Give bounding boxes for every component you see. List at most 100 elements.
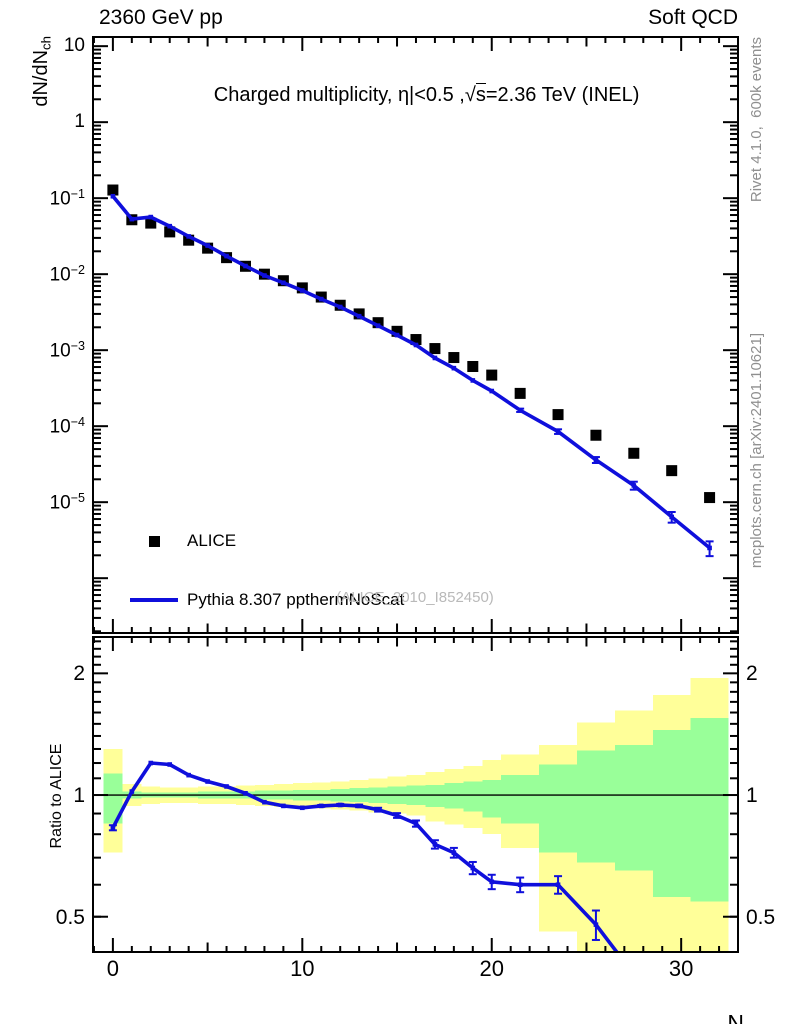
data-point-marker [145, 217, 157, 229]
data-point-marker [514, 387, 526, 399]
data-point-marker [628, 447, 640, 459]
ratio-y-tick-label-right: 1 [746, 784, 758, 808]
mc-point-marker [262, 799, 267, 805]
plot-title-post: =2.36 TeV (INEL) [485, 84, 640, 106]
band-stat-uncertainty [614, 744, 653, 871]
data-point-marker [666, 465, 678, 477]
mc-point-marker [167, 223, 173, 229]
mc-point-marker [224, 784, 229, 789]
mc-point-marker [394, 332, 400, 338]
rivet-version-note: Rivet 4.1.0, 600k events [748, 37, 765, 203]
data-point-marker [410, 334, 422, 346]
plot-title-pre: Charged multiplicity, η|<0.5 ,√ [213, 84, 476, 106]
mc-point-marker [318, 296, 324, 302]
legend: ALICE Pythia 8.307 ppthermNoScat [129, 495, 404, 647]
data-point-marker [391, 325, 403, 337]
mc-point-marker [632, 972, 637, 977]
band-stat-uncertainty [652, 729, 691, 897]
mc-point-marker [470, 865, 476, 871]
x-axis-label: Nch [690, 986, 760, 1024]
mc-point-marker [375, 323, 381, 328]
data-point-marker [552, 409, 564, 421]
x-axis-tick-label: 20 [479, 956, 504, 981]
mc-point-marker [281, 803, 286, 809]
mc-point-marker [148, 760, 154, 766]
mc-point-marker [224, 253, 229, 259]
series-line [108, 760, 637, 977]
mcplots-arxiv-note: mcplots.cern.ch [arXiv:2401.10621] [748, 333, 765, 569]
data-point-marker [164, 226, 176, 238]
ratio-y-tick-label-left: 0.5 [55, 905, 85, 929]
alice-square-marker-icon [129, 536, 179, 548]
y-axis-tick-label: 10−2 [49, 263, 85, 286]
mc-point-marker [243, 263, 248, 269]
band-stat-uncertainty [690, 718, 729, 902]
mc-point-marker [394, 813, 400, 818]
legend-entry-data: ALICE [129, 530, 404, 553]
mc-point-marker [375, 807, 381, 812]
mc-point-marker [593, 922, 599, 927]
mc-point-marker [707, 545, 712, 551]
mc-point-marker [432, 355, 438, 361]
mc-point-marker [186, 772, 191, 778]
legend-label-pythia: Pythia 8.307 ppthermNoScat [187, 589, 405, 609]
mc-point-marker [300, 288, 305, 293]
mc-point-marker [129, 216, 135, 222]
series-line [110, 193, 714, 558]
data-point-marker [486, 369, 498, 381]
data-point-marker [429, 343, 441, 355]
mc-point-marker [337, 802, 343, 808]
data-point-marker [296, 282, 308, 294]
mc-point-marker [432, 842, 438, 847]
data-point-marker [704, 492, 716, 504]
x-axis-tick-label: 10 [290, 956, 315, 981]
data-point-marker [183, 234, 195, 246]
mc-point-marker [451, 365, 457, 371]
uncertainty-bands [103, 677, 729, 952]
mc-point-marker [281, 280, 286, 286]
mc-point-marker [489, 879, 495, 885]
data-point-marker [372, 317, 384, 329]
mc-point-marker [205, 779, 210, 784]
data-point-marker [448, 352, 460, 364]
mc-point-marker [186, 234, 191, 239]
mc-point-marker [413, 821, 419, 826]
mc-point-marker [148, 214, 154, 220]
mc-point-marker [669, 514, 675, 520]
y-axis-tick-label: 10−4 [49, 415, 85, 438]
y-axis-label-main: dN/dN [30, 49, 52, 107]
mc-point-marker [129, 789, 135, 794]
mc-point-marker [413, 342, 419, 348]
x-axis-label-main: N [727, 1010, 744, 1024]
sqrt-s-radicand: s [475, 83, 486, 106]
ratio-y-tick-label-left: 2 [73, 662, 85, 686]
data-point-marker [590, 429, 602, 441]
pythia-line-icon [129, 598, 179, 602]
mc-point-marker [631, 483, 637, 488]
mc-point-marker [356, 313, 362, 319]
mc-point-marker [300, 805, 305, 811]
mc-point-marker [555, 429, 561, 434]
beam-energy-label: 2360 GeV pp [99, 6, 223, 29]
y-axis-tick-label: 10−1 [49, 187, 85, 210]
mc-point-marker [318, 803, 324, 809]
legend-entry-mc: Pythia 8.307 ppthermNoScat [129, 588, 404, 611]
mc-point-marker [205, 243, 210, 248]
y-axis-tick-label: 10 [63, 35, 85, 57]
mc-point-marker [262, 273, 267, 278]
y-axis-tick-label: 1 [74, 111, 85, 133]
mc-point-marker [593, 457, 599, 463]
mc-point-marker [451, 850, 457, 856]
analysis-id-watermark: (ALICE_2010_I852450) [336, 589, 494, 606]
band-stat-uncertainty [576, 750, 615, 863]
band-stat-uncertainty [501, 775, 540, 824]
band-stat-uncertainty [482, 779, 502, 818]
mc-point-marker [470, 378, 476, 383]
mc-point-marker [167, 762, 173, 767]
panel-frame [92, 636, 739, 953]
ratio-y-tick-label-right: 2 [746, 662, 758, 686]
band-stat-uncertainty [425, 784, 445, 807]
plot-title: Charged multiplicity, η|<0.5 ,√s=2.36 Te… [93, 62, 738, 128]
